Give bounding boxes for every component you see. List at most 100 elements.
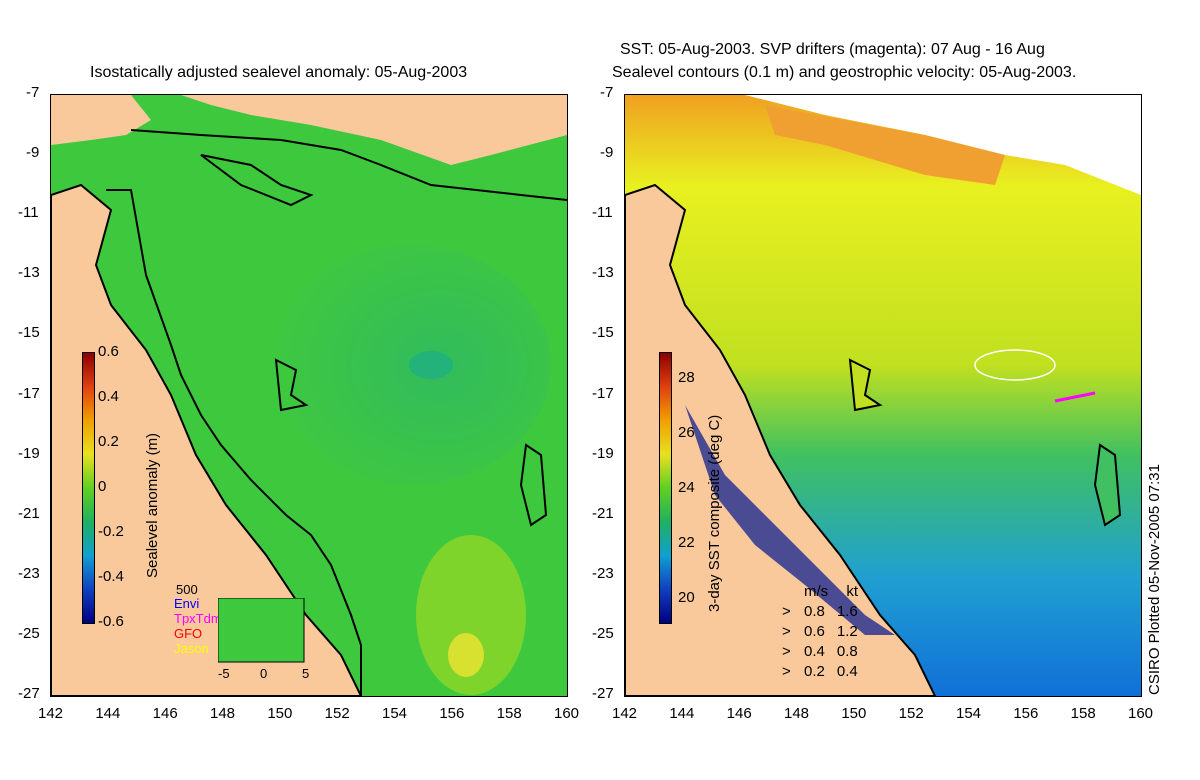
right-map-title-line2: Sealevel contours (0.1 m) and geostrophi…	[612, 64, 1077, 81]
inset-legend: Envi TpxTdm GFO Jason	[174, 596, 222, 656]
lon-tick: 150	[267, 705, 293, 722]
velocity-legend-row: >0.6 1.2	[782, 622, 858, 642]
velocity-legend-row: >0.4 0.8	[782, 642, 858, 662]
lon-tick: 160	[554, 705, 580, 722]
velocity-kt-value: 1.6	[836, 603, 858, 620]
colorbar-tick: 20	[678, 589, 695, 606]
lat-tick: -21	[592, 504, 614, 522]
lat-tick: -25	[592, 624, 614, 642]
lat-tick: -23	[18, 564, 40, 582]
lat-tick: -19	[592, 444, 614, 462]
left-map-panel	[50, 94, 568, 697]
lat-tick: -15	[592, 324, 614, 342]
velocity-kt-value: 0.4	[836, 663, 858, 680]
reef-island	[848, 358, 883, 412]
colorbar-tick: -0.4	[98, 568, 124, 585]
lon-tick: 142	[38, 705, 64, 722]
lon-tick: 154	[956, 705, 982, 722]
sea-level-low-core	[409, 351, 453, 379]
lat-tick: -11	[18, 204, 39, 222]
plot-credit: CSIRO Plotted 05-Nov-2005 07:31	[1146, 464, 1163, 695]
lon-tick: 148	[784, 705, 810, 722]
velocity-arrow-icon: >	[782, 603, 791, 620]
sea-level-high-core	[448, 633, 484, 677]
drifter-track	[1054, 391, 1096, 403]
lat-tick: -13	[18, 264, 40, 282]
colorbar-tick: 0.6	[98, 343, 119, 360]
velocity-ms-value: 0.2	[804, 663, 825, 680]
inset-legend-entry: GFO	[174, 626, 203, 641]
inset-x-tick: 0	[260, 666, 268, 681]
velocity-arrow-icon: >	[782, 623, 791, 640]
new-caledonia	[519, 443, 548, 527]
lat-tick: -25	[18, 624, 40, 642]
altimeter-inset: 500 Envi TpxTdm GFO Jason -5 0 5	[170, 582, 310, 682]
island-chain	[200, 154, 314, 207]
velocity-arrow-icon: >	[782, 643, 791, 660]
lat-tick: -19	[18, 444, 40, 462]
lat-tick: -15	[18, 324, 40, 342]
lon-tick: 146	[152, 705, 178, 722]
warm-sst-north	[765, 105, 1005, 185]
right-colorbar-label: 3-day SST composite (deg C)	[706, 414, 723, 612]
lon-tick: 152	[324, 705, 350, 722]
velocity-legend-ms-header: m/s	[804, 583, 829, 600]
right-map-canvas	[625, 95, 1141, 696]
png-land	[51, 95, 567, 165]
lat-tick: -9	[26, 144, 40, 162]
lon-tick: 154	[382, 705, 408, 722]
lat-tick: -21	[18, 504, 40, 522]
colorbar-tick: 22	[678, 534, 695, 551]
inset-legend-entry: Envi	[174, 596, 200, 611]
colorbar-tick: 0.4	[98, 388, 119, 405]
colorbar-tick: 0.2	[98, 433, 119, 450]
lat-tick: -13	[592, 264, 614, 282]
lat-tick: -9	[600, 144, 614, 162]
colorbar-tick: -0.2	[98, 523, 124, 540]
left-colorbar	[82, 352, 95, 624]
velocity-legend: m/s kt >0.8 1.6 >0.6 1.2 >0.4 0.8 >0.2 0.4	[782, 582, 858, 682]
new-guinea-west-land	[51, 95, 151, 145]
left-colorbar-label: Sealevel anomaly (m)	[144, 432, 161, 578]
lon-tick: 152	[898, 705, 924, 722]
velocity-legend-rows: >0.8 1.6 >0.6 1.2 >0.4 0.8 >0.2 0.4	[782, 602, 858, 682]
inset-bar-chart	[218, 598, 305, 663]
velocity-ms-value: 0.6	[804, 623, 825, 640]
sea-level-high-region	[416, 535, 526, 695]
inset-top-label: 500	[176, 582, 198, 597]
lon-tick: 146	[726, 705, 752, 722]
colorbar-tick: -0.6	[98, 613, 124, 630]
sea-level-contour	[974, 349, 1056, 381]
lat-tick: -27	[18, 685, 40, 702]
velocity-ms-value: 0.4	[804, 643, 825, 660]
lon-tick: 144	[95, 705, 121, 722]
lat-tick: -27	[592, 685, 614, 702]
reef-island	[274, 358, 309, 412]
colorbar-tick: 26	[678, 424, 695, 441]
right-colorbar	[659, 352, 672, 624]
velocity-arrow-icon: >	[782, 663, 791, 680]
australia-land	[51, 183, 363, 696]
inset-x-tick: 5	[302, 666, 310, 681]
inset-x-tick: -5	[218, 666, 230, 681]
shelf-contour	[106, 189, 362, 696]
lat-tick: -17	[592, 384, 614, 402]
lon-tick: 148	[210, 705, 236, 722]
left-map-title: Isostatically adjusted sealevel anomaly:…	[90, 64, 468, 81]
lat-tick: -11	[592, 204, 613, 222]
velocity-kt-value: 1.2	[836, 623, 858, 640]
lon-tick: 156	[439, 705, 465, 722]
right-map-panel	[624, 94, 1142, 697]
left-map-canvas	[51, 95, 567, 696]
velocity-legend-row: >0.8 1.6	[782, 602, 858, 622]
colorbar-tick: 24	[678, 479, 695, 496]
new-caledonia	[1093, 443, 1122, 527]
lon-tick: 150	[841, 705, 867, 722]
lon-tick: 142	[612, 705, 638, 722]
north-coast-contour	[130, 129, 567, 201]
velocity-kt-value: 0.8	[836, 643, 858, 660]
lat-tick: -7	[600, 84, 614, 101]
lon-tick: 156	[1013, 705, 1039, 722]
lat-tick: -7	[26, 84, 40, 101]
cloud-mask	[625, 95, 1141, 195]
